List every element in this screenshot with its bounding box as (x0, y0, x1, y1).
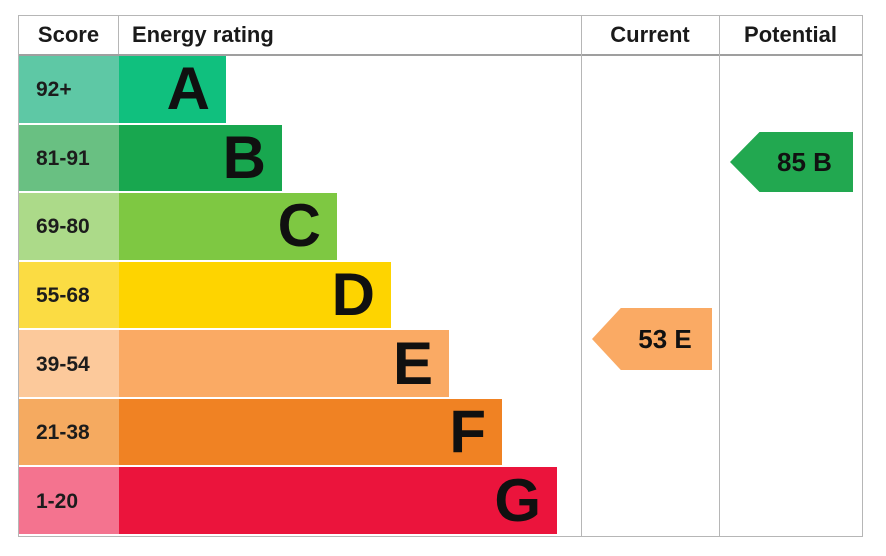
band-row-b: 81-91 B (19, 123, 862, 194)
bar-zone: G (119, 466, 862, 537)
score-range-g: 1-20 (19, 467, 119, 537)
band-row-a: 92+ A (19, 56, 862, 125)
current-column-divider (581, 16, 582, 536)
potential-rating-label: 85 B (777, 146, 832, 177)
grade-letter-a: A (166, 55, 210, 123)
band-row-e: 39-54 E (19, 330, 862, 399)
band-row-g: 1-20 G (19, 466, 862, 537)
score-range-e: 39-54 (19, 330, 119, 399)
band-row-d: 55-68 D (19, 261, 862, 331)
band-bar-e: E (119, 330, 449, 399)
rating-table: Score Energy rating Current Potential 92… (18, 15, 863, 537)
band-bar-a: A (119, 56, 226, 125)
band-bar-b: B (119, 123, 282, 194)
grade-letter-b: B (222, 123, 266, 191)
band-row-f: 21-38 F (19, 398, 862, 468)
potential-column-divider (719, 16, 720, 536)
score-range-d: 55-68 (19, 261, 119, 331)
band-bar-d: D (119, 261, 391, 331)
band-bar-g: G (119, 466, 557, 537)
grade-letter-d: D (331, 261, 375, 329)
score-range-a: 92+ (19, 56, 119, 125)
bar-zone: A (119, 56, 862, 125)
rating-bands: 92+ A 81-91 B 69-80 C 55-68 D 39-54 (19, 56, 862, 537)
column-header-current: Current (610, 22, 690, 47)
band-row-c: 69-80 C (19, 193, 862, 262)
bar-zone: E (119, 330, 862, 399)
score-range-c: 69-80 (19, 193, 119, 262)
bar-zone: F (119, 398, 862, 468)
column-header-score: Score (19, 16, 119, 54)
score-range-f: 21-38 (19, 398, 119, 468)
grade-letter-f: F (449, 398, 486, 466)
grade-letter-c: C (277, 192, 321, 260)
band-bar-f: F (119, 398, 502, 468)
column-header-potential: Potential (744, 22, 837, 47)
band-bar-c: C (119, 193, 337, 262)
current-rating-label: 53 E (638, 323, 692, 354)
bar-zone: C (119, 193, 862, 262)
table-header: Score Energy rating Current Potential (19, 16, 862, 56)
column-header-energy-rating: Energy rating (132, 22, 274, 47)
score-range-b: 81-91 (19, 124, 119, 194)
current-rating-arrow: 53 E (592, 308, 712, 370)
bar-zone: D (119, 261, 862, 331)
grade-letter-g: G (494, 466, 541, 534)
grade-letter-e: E (392, 329, 433, 397)
bar-zone: B (119, 123, 862, 194)
potential-rating-arrow: 85 B (730, 132, 853, 192)
